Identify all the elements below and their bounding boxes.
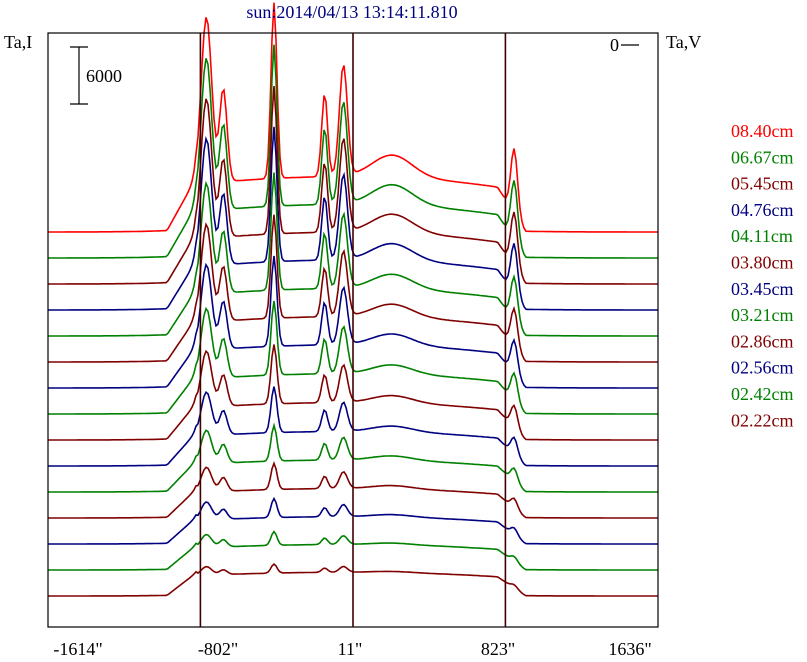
y-right-label: Ta,V: [666, 32, 701, 52]
legend: 08.40cm 06.67cm 05.45cm 04.76cm 04.11cm 03.80…: [731, 121, 794, 430]
legend-entry: 05.45cm: [731, 174, 794, 194]
x-tick-label: -1614": [53, 639, 102, 659]
legend-entry: 02.86cm: [731, 331, 794, 351]
x-tick-label: 1636": [608, 639, 651, 659]
legend-entry: 03.80cm: [731, 253, 794, 273]
legend-entry: 06.67cm: [731, 147, 794, 167]
legend-entry: 02.42cm: [731, 384, 794, 404]
legend-entry: 03.21cm: [731, 305, 794, 325]
x-tick-labels: -1614" -802" 11" 823" 1636": [53, 639, 651, 659]
scale-bar: [70, 46, 88, 105]
y-left-label: Ta,I: [4, 32, 32, 52]
chart-title: sun:2014/04/13 13:14:11.810: [246, 2, 457, 22]
legend-entry: 04.11cm: [731, 226, 793, 246]
zero-label: 0: [610, 35, 619, 55]
legend-entry: 03.45cm: [731, 279, 794, 299]
legend-entry: 08.40cm: [731, 121, 794, 141]
x-tick-label: -802": [198, 639, 238, 659]
x-tick-label: 823": [481, 639, 515, 659]
x-tick-label: 11": [338, 639, 363, 659]
legend-entry: 04.76cm: [731, 200, 794, 220]
legend-entry: 02.56cm: [731, 358, 794, 378]
vertical-markers: [199, 33, 507, 627]
scale-bar-label: 6000: [86, 66, 122, 86]
legend-entry: 02.22cm: [731, 410, 794, 430]
